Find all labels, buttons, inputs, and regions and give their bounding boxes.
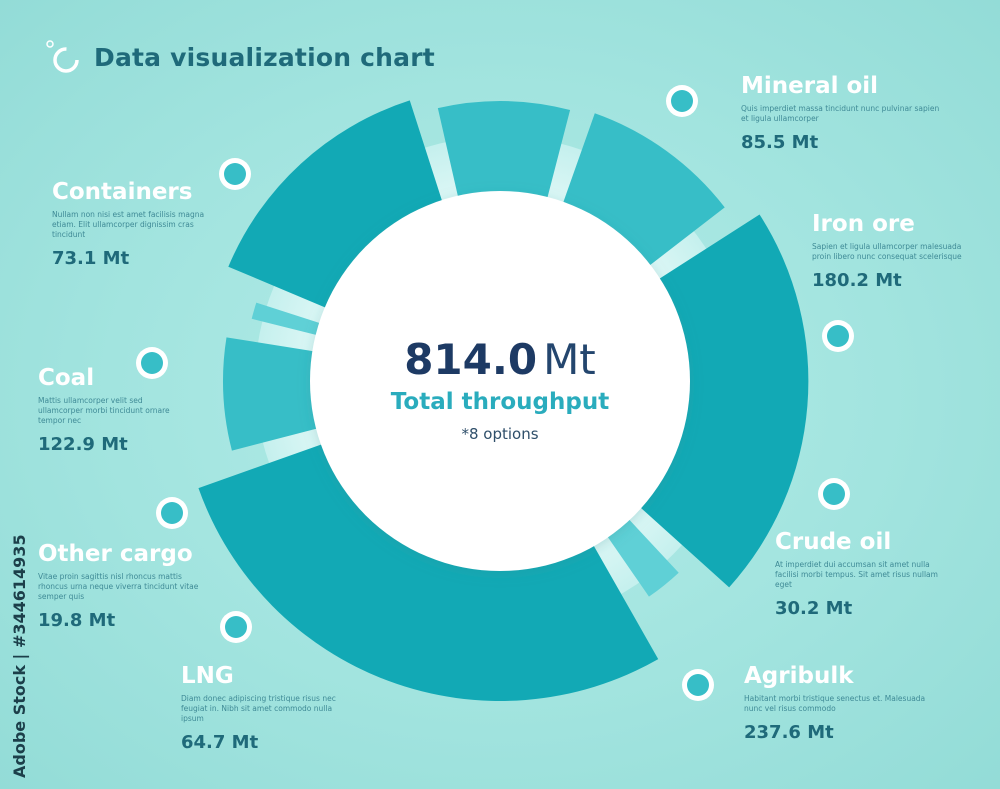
slice-agribulk	[198, 431, 659, 702]
slice-description: Mattis ullamcorper velit sed ullamcorper…	[38, 396, 170, 425]
slice-value: 237.6 Mt	[744, 722, 834, 743]
slice-value: 30.2 Mt	[775, 598, 853, 619]
donut-logo-icon	[46, 40, 79, 73]
marker-dot-core	[161, 502, 183, 524]
center-disc	[310, 191, 690, 571]
slice-value: 19.8 Mt	[38, 610, 116, 631]
slice-value: 122.9 Mt	[38, 434, 128, 455]
slice-description: Diam donec adipiscing tristique risus ne…	[181, 694, 336, 723]
slice-name: Coal	[38, 365, 95, 391]
label-lng: LNG Diam donec adipiscing tristique risu…	[181, 662, 351, 753]
marker-dot-core	[823, 483, 845, 505]
chart-title: Data visualization chart	[94, 42, 435, 72]
slice-name: Crude oil	[775, 529, 892, 555]
center-summary: 814.0 Mt Total throughput *8 options	[312, 335, 688, 443]
marker-dot-core	[141, 352, 163, 374]
marker-dot-core	[827, 325, 849, 347]
label-other-cargo: Other cargo Vitae proin sagittis nisl rh…	[38, 540, 213, 631]
watermark-text: Adobe Stock | #344614935	[10, 534, 29, 778]
slice-value: 73.1 Mt	[52, 248, 130, 269]
chart-title-group: Data visualization chart	[46, 40, 435, 74]
slice-name: Agribulk	[744, 663, 854, 689]
options-note: *8 options	[461, 425, 539, 443]
total-unit: Mt	[543, 335, 596, 384]
slice-description: Sapien et ligula ullamcorper malesuada p…	[812, 242, 962, 261]
total-throughput-value: 814.0 Mt	[312, 335, 688, 385]
slice-description: Vitae proin sagittis nisl rhoncus mattis…	[38, 572, 199, 601]
label-containers: Containers Nullam non nisi est amet faci…	[52, 178, 227, 269]
marker-dot-core	[687, 674, 709, 696]
total-throughput-label: Total throughput	[390, 389, 610, 415]
slice-description: Quis imperdiet massa tincidunt nunc pulv…	[741, 104, 940, 123]
slice-description: At imperdiet dui accumsan sit amet nulla…	[775, 560, 938, 589]
marker-dot-core	[671, 90, 693, 112]
slice-name: Iron ore	[812, 211, 915, 237]
slice-name: Containers	[52, 179, 193, 205]
label-mineral-oil: Mineral oil Quis imperdiet massa tincidu…	[741, 72, 941, 153]
marker-dot-core	[225, 616, 247, 638]
stock-watermark: Adobe Stock | #344614935	[10, 534, 32, 778]
slice-name: Other cargo	[38, 541, 193, 567]
slice-name: Mineral oil	[741, 73, 879, 99]
label-agribulk: Agribulk Habitant morbi tristique senect…	[744, 662, 944, 743]
slice-description: Nullam non nisi est amet facilisis magna…	[52, 210, 205, 239]
slice-value: 85.5 Mt	[741, 132, 819, 153]
slice-value: 64.7 Mt	[181, 732, 259, 753]
marker-dot-core	[224, 163, 246, 185]
total-number: 814.0	[404, 335, 538, 384]
label-crude-oil: Crude oil At imperdiet dui accumsan sit …	[775, 528, 945, 619]
slice-value: 180.2 Mt	[812, 270, 902, 291]
label-coal: Coal Mattis ullamcorper velit sed ullamc…	[38, 364, 178, 455]
slice-description: Habitant morbi tristique senectus et. Ma…	[744, 694, 926, 713]
slice-name: LNG	[181, 663, 234, 689]
label-iron-ore: Iron ore Sapien et ligula ullamcorper ma…	[812, 210, 972, 291]
